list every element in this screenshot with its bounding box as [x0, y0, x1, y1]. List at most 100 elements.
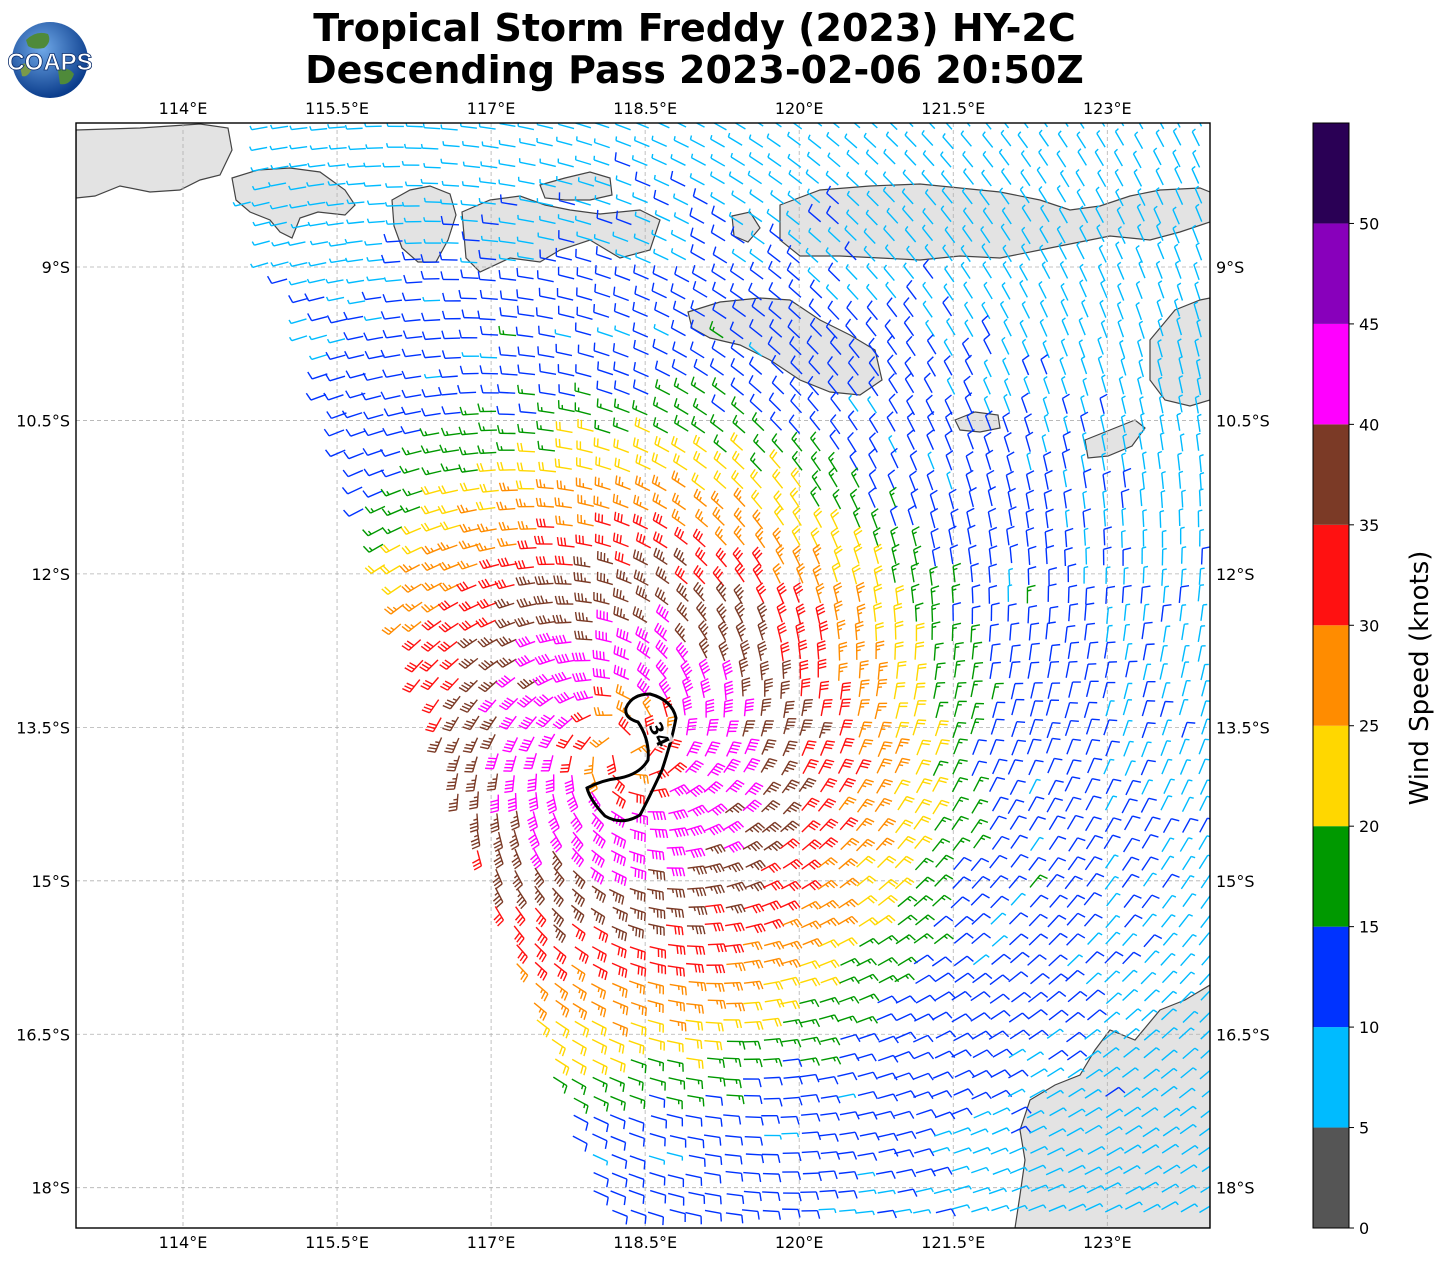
wind-barb: [926, 429, 935, 450]
wind-barb: [1041, 261, 1051, 280]
wind-barb: [478, 422, 497, 432]
wind-barb: [1095, 205, 1104, 223]
colorbar-segment: [1313, 625, 1349, 726]
wind-barb: [1003, 432, 1012, 453]
wind-barb: [478, 249, 497, 261]
wind-barb: [364, 350, 385, 360]
wind-barb: [1021, 243, 1031, 261]
wind-barb: [1196, 377, 1202, 396]
wind-barb: [498, 254, 516, 262]
wind-barb: [769, 223, 784, 242]
wind-barb: [271, 241, 290, 247]
wind-barb: [1079, 224, 1088, 243]
wind-barb: [306, 182, 325, 187]
wind-barb: [441, 310, 461, 320]
wind-barb: [1157, 339, 1163, 358]
wind-barb: [864, 169, 878, 186]
wind-barb: [289, 144, 308, 150]
wind-barb: [928, 123, 936, 130]
wind-barb: [403, 143, 422, 150]
wind-barb: [515, 480, 535, 490]
wind-barb: [749, 393, 763, 413]
wind-barb: [927, 451, 935, 470]
wind-barb: [479, 326, 499, 336]
wind-barb: [883, 264, 895, 282]
wind-barb: [438, 369, 458, 378]
wind-barb: [904, 356, 915, 378]
wind-barb: [1175, 187, 1184, 206]
wind-barb: [966, 123, 971, 127]
wind-barb: [307, 313, 328, 322]
wind-barb: [496, 405, 515, 416]
wind-barb: [363, 332, 384, 341]
wind-barb: [767, 260, 782, 280]
wind-barb: [288, 280, 307, 286]
wind-barb: [673, 136, 689, 148]
wind-barb: [516, 252, 534, 260]
wind-barb: [496, 425, 516, 435]
wind-barb: [983, 395, 992, 414]
wind-barb: [1056, 150, 1067, 168]
wind-barb: [1076, 241, 1085, 260]
wind-barb: [1115, 188, 1124, 207]
wind-barb: [670, 154, 686, 166]
wind-barb: [886, 354, 898, 375]
wind-barb: [922, 300, 933, 318]
wind-barb: [1042, 451, 1052, 472]
wind-barb: [1080, 394, 1086, 414]
wind-barb: [885, 281, 897, 299]
wind-barb: [946, 317, 956, 336]
wind-barb: [539, 158, 556, 168]
wind-barb: [806, 335, 819, 355]
wind-barb: [345, 278, 365, 284]
wind-barb: [790, 393, 803, 414]
wind-barb: [844, 241, 857, 261]
colorbar-tick-label: 30: [1359, 616, 1379, 635]
colorbar-segment: [1313, 926, 1349, 1028]
wind-barb: [768, 392, 782, 412]
wind-barb: [420, 143, 439, 150]
wind-barb: [711, 263, 726, 281]
wind-barb: [556, 176, 573, 185]
wind-barb: [382, 162, 401, 168]
wind-barb: [1038, 148, 1049, 166]
wind-barb: [327, 181, 346, 186]
wind-barb: [1057, 130, 1068, 148]
wind-barb: [964, 354, 974, 376]
wind-barb: [709, 171, 725, 185]
lat-tick-label: 13.5°S: [16, 718, 70, 737]
wind-barb: [806, 151, 821, 167]
wind-barb: [252, 221, 271, 227]
wind-barb: [731, 450, 745, 470]
wind-barb: [1101, 433, 1106, 452]
wind-barb: [440, 124, 458, 131]
wind-barb: [1036, 166, 1047, 184]
wind-barb: [325, 296, 345, 302]
wind-barb: [748, 134, 764, 148]
wind-barb: [967, 428, 975, 450]
wind-barb: [517, 176, 535, 185]
wind-barb: [964, 392, 973, 413]
wind-barb: [596, 209, 613, 224]
wind-barb: [670, 319, 686, 337]
wind-barb: [771, 433, 784, 453]
lon-tick-label: 120°E: [775, 99, 824, 118]
wind-barb: [614, 152, 631, 167]
wind-barb: [882, 171, 896, 188]
wind-barb: [847, 375, 858, 397]
wind-barb: [672, 300, 688, 317]
wind-barb: [1096, 224, 1105, 243]
wind-barb: [730, 396, 745, 415]
wind-barb: [926, 356, 937, 377]
wind-barb: [440, 427, 461, 437]
island-bali: [231, 167, 356, 239]
wind-barb: [306, 278, 326, 284]
wind-barb: [460, 269, 479, 280]
wind-barb: [710, 153, 726, 167]
lon-tick-label: 117°E: [467, 1233, 516, 1252]
wind-barb: [730, 226, 745, 244]
wind-barb: [806, 188, 821, 204]
wind-barb: [1020, 392, 1029, 413]
wind-barb: [345, 180, 364, 186]
wind-barb: [558, 384, 576, 397]
